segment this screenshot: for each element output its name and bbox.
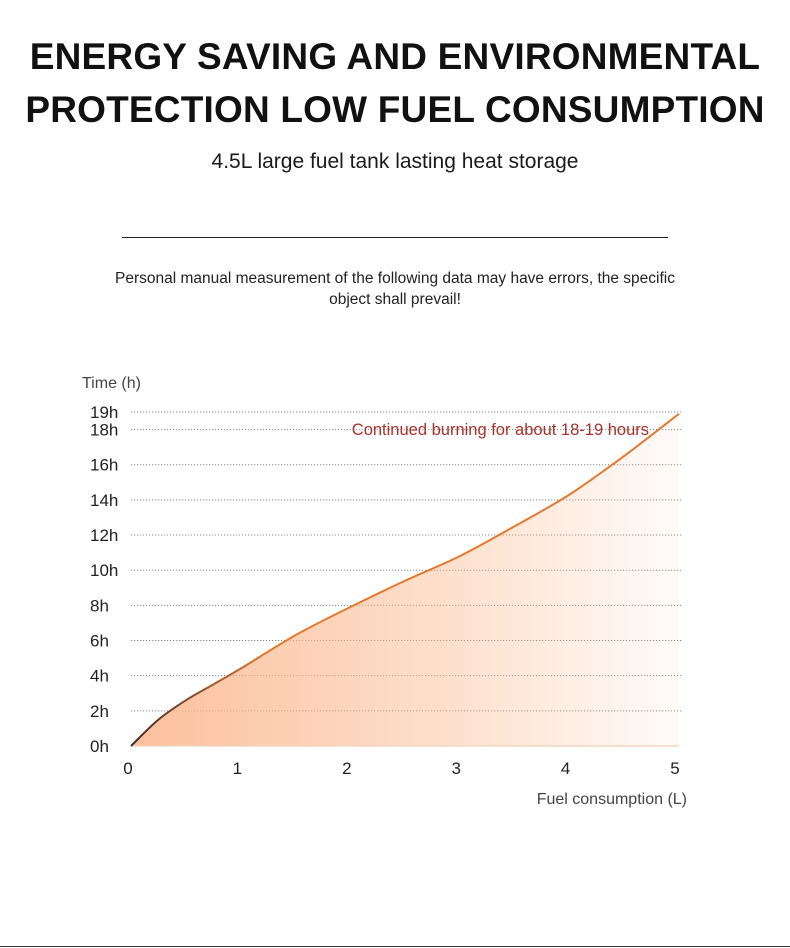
x-tick-label: 2 [342, 759, 351, 778]
page-title: ENERGY SAVING AND ENVIRONMENTAL PROTECTI… [0, 30, 790, 136]
chart-annotation: Continued burning for about 18-19 hours [352, 421, 649, 439]
disclaimer: Personal manual measurement of the follo… [60, 268, 730, 310]
title-line-1: ENERGY SAVING AND ENVIRONMENTAL [29, 36, 761, 77]
x-tick-label: 1 [233, 759, 242, 778]
divider [122, 237, 668, 238]
y-tick-label: 2h [90, 702, 109, 721]
y-tick-label: 14h [90, 491, 118, 510]
y-tick-label: 19h [90, 403, 118, 422]
x-tick-label: 4 [561, 759, 570, 778]
y-tick-label: 0h [90, 737, 109, 756]
y-tick-label: 4h [90, 667, 109, 686]
bottom-divider [0, 946, 790, 947]
x-tick-label: 5 [670, 759, 679, 778]
x-tick-label: 0 [123, 759, 132, 778]
y-tick-label: 8h [90, 596, 109, 615]
fuel-time-chart: Time (h) Fuel consumption (L) 0h 2h 4h 6h 8h… [82, 375, 687, 808]
y-axis-title: Time (h) [82, 375, 141, 392]
x-tick-label: 3 [451, 759, 460, 778]
consumption-line [130, 412, 680, 747]
y-tick-label: 10h [90, 561, 118, 580]
page-subtitle: 4.5L large fuel tank lasting heat storag… [211, 150, 579, 173]
consumption-area [131, 413, 679, 746]
y-tick-label: 18h [90, 421, 118, 440]
title-line-2: PROTECTION LOW FUEL CONSUMPTION [25, 89, 765, 130]
y-tick-label: 6h [90, 632, 109, 651]
disclaimer-line-1: Personal manual measurement of the follo… [114, 270, 675, 287]
y-tick-label: 12h [90, 526, 118, 545]
disclaimer-line-2: object shall prevail! [329, 291, 461, 308]
x-axis-title: Fuel consumption (L) [537, 791, 687, 808]
y-tick-label: 16h [90, 456, 118, 475]
